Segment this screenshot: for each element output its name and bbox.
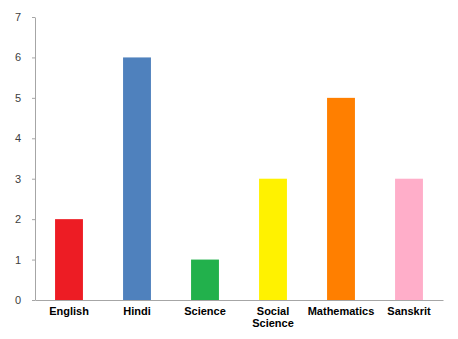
y-tick-mark <box>32 57 35 58</box>
y-tick-label: 5 <box>15 92 21 104</box>
y-tick-label: 4 <box>15 132 21 144</box>
x-tick-label: English <box>49 305 89 317</box>
x-tick: Sanskrit <box>387 300 431 317</box>
y-tick-mark <box>32 138 35 139</box>
y-axis: 0 1 2 3 4 5 6 7 <box>15 11 36 306</box>
y-tick-label: 6 <box>15 51 21 63</box>
x-tick: Science <box>184 300 226 317</box>
y-tick-mark <box>32 219 35 220</box>
y-tick-label: 2 <box>15 213 21 225</box>
bar <box>191 260 219 300</box>
x-tick: Mathematics <box>308 300 375 317</box>
x-tick: SocialScience <box>252 300 294 329</box>
bar <box>123 57 151 300</box>
y-tick-label: 1 <box>15 254 21 266</box>
y-tick-mark <box>32 260 35 261</box>
y-tick: 2 <box>15 213 35 225</box>
y-tick-label: 3 <box>15 173 21 185</box>
y-tick-label: 7 <box>15 11 21 23</box>
bar <box>55 219 83 300</box>
y-tick-mark <box>32 98 35 99</box>
x-axis: English Hindi Science SocialScience Mathemat… <box>36 300 444 329</box>
bar <box>259 179 287 300</box>
x-tick-label: Hindi <box>123 305 151 317</box>
y-tick-label: 0 <box>15 294 21 306</box>
y-tick-mark <box>32 17 35 18</box>
bar <box>395 179 423 300</box>
bars <box>55 57 423 300</box>
y-tick: 4 <box>15 132 35 144</box>
x-axis-line <box>36 300 444 301</box>
x-tick: English <box>49 300 89 317</box>
y-tick-mark <box>32 179 35 180</box>
y-tick: 3 <box>15 173 35 185</box>
y-tick: 1 <box>15 254 35 266</box>
bar <box>327 98 355 300</box>
plot: 0 1 2 3 4 5 6 7 English Hindi Science SocialScience… <box>15 11 444 329</box>
y-tick: 5 <box>15 92 35 104</box>
chart: 0 1 2 3 4 5 6 7 English Hindi Science SocialScience… <box>0 0 458 339</box>
y-axis-line <box>35 18 36 301</box>
x-tick-label: Sanskrit <box>387 305 431 317</box>
y-tick: 7 <box>15 11 35 23</box>
y-tick: 0 <box>15 294 35 306</box>
y-tick-mark <box>32 300 35 301</box>
x-tick-label: SocialScience <box>252 305 294 330</box>
x-tick: Hindi <box>123 300 151 317</box>
x-tick-label: Mathematics <box>308 305 375 317</box>
x-tick-label: Science <box>184 305 226 317</box>
y-tick: 6 <box>15 51 35 63</box>
